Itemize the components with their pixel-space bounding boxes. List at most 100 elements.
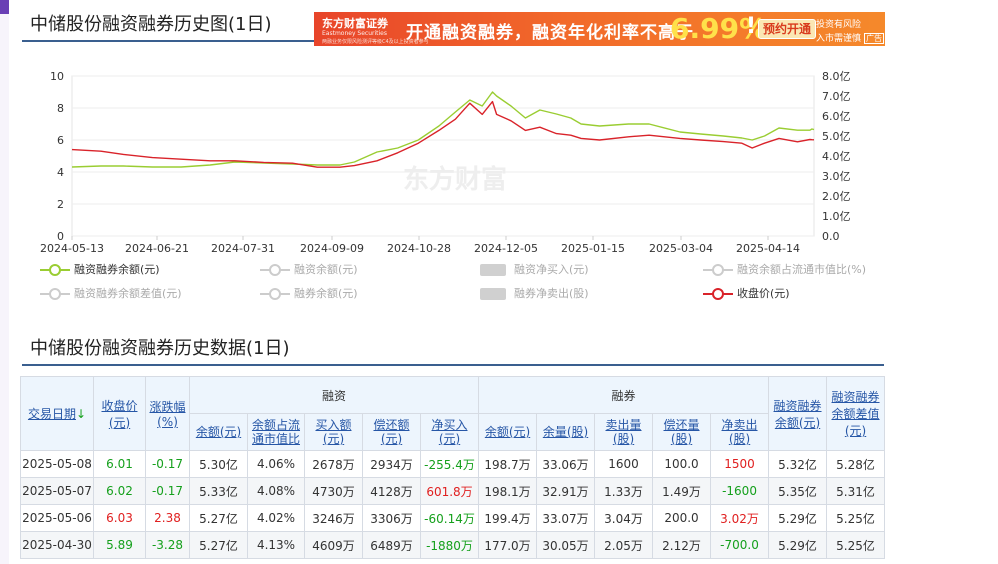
left-edge-strip [0, 14, 9, 564]
chart-title: 中储股份融资融券历史图(1日) [30, 14, 272, 35]
right-tick-label: 1.0亿 [822, 210, 851, 223]
table-cell: 5.31亿 [826, 477, 886, 505]
sort-fin-balance-link[interactable]: 余额(元) [195, 425, 242, 439]
table-cell: 5.25亿 [826, 531, 886, 559]
legend-dot-icon [49, 264, 61, 276]
legend-dot-icon [269, 264, 281, 276]
sort-sec-volume-link[interactable]: 余量(股) [542, 425, 589, 439]
sort-sec-balance-link[interactable]: 余额(元) [484, 425, 531, 439]
table-cell: 1500 [710, 450, 770, 478]
table-cell: 2.12万 [652, 531, 712, 559]
ad-risk-line1: 投资有风险 [816, 20, 862, 30]
table-cell: 6489万 [362, 531, 421, 559]
group-financing: 融资 [188, 376, 480, 414]
x-tick-label: 2025-04-14 [736, 242, 800, 255]
col-fin-ratio[interactable]: 余额占流通市值比 [247, 413, 305, 451]
sort-diff-link[interactable]: 融资融券余额差值(元) [831, 390, 880, 438]
right-tick-label: 7.0亿 [822, 90, 851, 103]
table-cell: 177.0万 [478, 531, 538, 559]
table-cell: 3.04万 [594, 504, 654, 532]
table-row: 2025-05-06 6.03 2.38 5.27亿 4.02% 3246万 3306万 -6… [20, 504, 886, 532]
sort-fin-repay-link[interactable]: 偿还额(元) [373, 418, 410, 446]
col-sec-net[interactable]: 净卖出(股) [710, 413, 770, 451]
right-tick-label: 6.0亿 [822, 110, 851, 123]
right-tick-label: 0.0 [822, 230, 840, 243]
table-cell: 30.05万 [536, 531, 596, 559]
right-tick-label: 3.0亿 [822, 170, 851, 183]
table-cell: 4730万 [304, 477, 363, 505]
legend-rect-icon [480, 264, 506, 276]
col-fin-balance[interactable]: 余额(元) [189, 413, 248, 451]
left-edge-marker [0, 0, 9, 14]
table-cell: 5.33亿 [189, 477, 248, 505]
left-tick-label: 4 [57, 166, 64, 179]
table-cell: 1.49万 [652, 477, 712, 505]
table-cell: 5.25亿 [826, 504, 886, 532]
ad-rate: 6.99% [670, 12, 768, 45]
table-cell: 199.4万 [478, 504, 538, 532]
table-cell: -255.4万 [419, 450, 480, 478]
legend-label: 融资融券余额(元) [74, 263, 160, 276]
col-diff[interactable]: 融资融券余额差值(元) [826, 376, 886, 451]
x-tick-label: 2025-03-04 [649, 242, 713, 255]
table-cell: 4.08% [247, 477, 305, 505]
legend-dot-icon [49, 288, 61, 300]
sort-sec-repay-link[interactable]: 偿还量(股) [663, 418, 700, 446]
sort-close-link[interactable]: 收盘价(元) [101, 398, 138, 430]
sort-date-link[interactable]: 交易日期 [27, 407, 76, 421]
right-tick-label: 4.0亿 [822, 150, 851, 163]
table-cell: 3.02万 [710, 504, 770, 532]
col-fin-buy[interactable]: 买入额(元) [304, 413, 363, 451]
col-sec-repay[interactable]: 偿还量(股) [652, 413, 712, 451]
series-line-1 [71, 100, 815, 168]
table-cell: 2678万 [304, 450, 363, 478]
table-cell: 4.02% [247, 504, 305, 532]
right-tick-label: 2.0亿 [822, 190, 851, 203]
promo-banner[interactable]: 东方财富证券 Eastmoney Securities 两融业务仅限风险测评等级… [314, 12, 885, 46]
group-lending: 融券 [478, 376, 770, 414]
left-axis-ticks: 0 2 4 6 8 10 [50, 70, 64, 243]
chart-watermark: 东方财富 [403, 164, 507, 195]
table-title: 中储股份融资融券历史数据(1日) [30, 338, 290, 359]
table-cell: 4.06% [247, 450, 305, 478]
col-fin-repay[interactable]: 偿还额(元) [362, 413, 421, 451]
col-sec-volume[interactable]: 余量(股) [536, 413, 596, 451]
col-total[interactable]: 融资融券余额(元) [768, 376, 828, 451]
x-tick-label: 2024-05-13 [40, 242, 104, 255]
table-body: 2025-05-08 6.01 -0.17 5.30亿 4.06% 2678万 2934万 -… [20, 450, 886, 559]
table-cell: 2025-05-08 [20, 450, 94, 478]
legend-dot-icon [269, 288, 281, 300]
table-cell: 601.8万 [419, 477, 480, 505]
col-close[interactable]: 收盘价(元) [93, 376, 146, 451]
x-tick-label: 2024-10-28 [387, 242, 451, 255]
left-tick-label: 2 [57, 198, 64, 211]
table-cell: 6.01 [93, 450, 146, 478]
x-tick-label: 2025-01-15 [561, 242, 625, 255]
col-sec-balance[interactable]: 余额(元) [478, 413, 538, 451]
col-date[interactable]: 交易日期↓ [20, 376, 94, 451]
sort-sec-net-link[interactable]: 净卖出(股) [721, 418, 758, 446]
sort-fin-buy-link[interactable]: 买入额(元) [315, 418, 352, 446]
table-cell: 5.27亿 [189, 504, 248, 532]
ad-brand: 东方财富证券 [322, 17, 388, 30]
table-cell: 33.06万 [536, 450, 596, 478]
col-sec-sell[interactable]: 卖出量(股) [594, 413, 654, 451]
table-cell: 5.29亿 [768, 504, 828, 532]
sort-fin-ratio-link[interactable]: 余额占流通市值比 [251, 418, 300, 446]
sort-arrow-icon[interactable]: ↓ [75, 407, 87, 421]
margin-history-table: 交易日期↓ 收盘价(元) 涨跌幅(%) 融资 融券 融资融券余额(元) 融资融券… [20, 376, 886, 559]
sort-total-link[interactable]: 融资融券余额(元) [773, 398, 822, 430]
ad-brand-en: Eastmoney Securities [322, 30, 387, 37]
sort-change-link[interactable]: 涨跌幅(%) [149, 400, 186, 429]
x-tick-label: 2024-07-31 [211, 242, 275, 255]
col-change[interactable]: 涨跌幅(%) [145, 376, 190, 451]
legend-label: 融资融券余额差值(元) [74, 287, 182, 300]
ad-open-button[interactable]: 预约开通 [758, 19, 816, 39]
table-cell: 5.29亿 [768, 531, 828, 559]
table-cell: 6.03 [93, 504, 146, 532]
sort-fin-net-link[interactable]: 净买入(元) [431, 418, 468, 446]
table-row: 2025-04-30 5.89 -3.28 5.27亿 4.13% 4609万 6489万 -… [20, 531, 886, 559]
table-cell: 1.33万 [594, 477, 654, 505]
col-fin-net[interactable]: 净买入(元) [419, 413, 480, 451]
sort-sec-sell-link[interactable]: 卖出量(股) [605, 418, 642, 446]
